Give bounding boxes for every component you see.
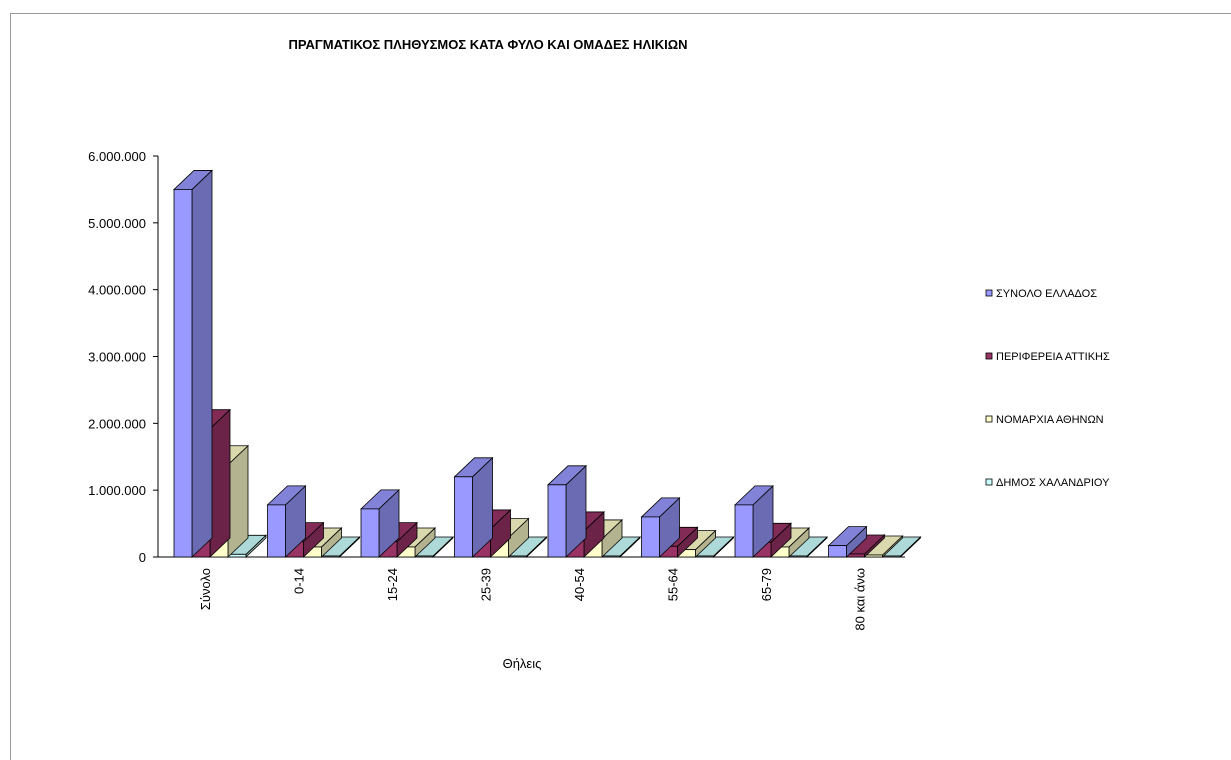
bar xyxy=(733,484,775,558)
bar-front xyxy=(414,555,434,558)
legend-entry: ΠΕΡΙΦΕΡΕΙΑ ΑΤΤΙΚΗΣ xyxy=(996,351,1110,363)
bar xyxy=(226,534,268,558)
bar-front xyxy=(173,189,193,558)
bar-front xyxy=(882,555,901,558)
y-tick-label: 3.000.000 xyxy=(88,350,146,365)
bar xyxy=(507,536,548,558)
x-tick-label: Σύνολο xyxy=(198,568,213,610)
chart-title: ΠΡΑΓΜΑΤΙΚΟΣ ΠΛΗΘΥΣΜΟΣ ΚΑΤΑ ΦΥΛΟ ΚΑΙ ΟΜΑΔ… xyxy=(288,37,687,52)
x-tick-label: 55-64 xyxy=(666,568,681,601)
bar xyxy=(640,496,681,558)
bar xyxy=(787,536,829,558)
bar-front xyxy=(321,555,340,558)
y-tick-label: 6.000.000 xyxy=(88,149,146,164)
y-tick-label: 4.000.000 xyxy=(88,283,146,298)
bar xyxy=(827,525,868,558)
bar xyxy=(172,169,214,558)
x-tick-label: 80 και άνω xyxy=(853,568,868,631)
bar-front xyxy=(454,476,473,558)
legend-entry: ΔΗΜΟΣ ΧΑΛΑΝΔΡΙΟΥ xyxy=(996,477,1110,489)
bar-front xyxy=(695,555,714,558)
bar-front xyxy=(641,516,660,558)
legend-entry: ΣΥΝΟΛΟ ΕΛΛΑΔΟΣ xyxy=(996,288,1097,300)
legend-swatch xyxy=(985,352,993,360)
bar-front xyxy=(788,555,808,558)
y-tick-label: 5.000.000 xyxy=(88,216,146,231)
bar xyxy=(453,456,494,558)
bar-front xyxy=(601,555,621,558)
bar-front xyxy=(267,504,286,558)
y-tick-label: 0 xyxy=(139,550,146,565)
bar xyxy=(266,484,307,558)
bar-side xyxy=(191,169,213,558)
legend-swatch xyxy=(985,415,993,423)
bar-side xyxy=(209,408,231,558)
bar xyxy=(600,536,642,558)
bar xyxy=(359,488,401,558)
bar-front xyxy=(864,554,883,558)
bar-front xyxy=(828,545,847,558)
bar-front xyxy=(734,504,754,558)
legend-swatch xyxy=(985,478,993,486)
x-tick-label: 0-14 xyxy=(292,568,307,594)
bar-front xyxy=(360,508,380,558)
x-tick-label: 15-24 xyxy=(385,568,400,601)
legend-swatch xyxy=(985,289,993,297)
x-tick-label: 40-54 xyxy=(572,568,587,601)
x-tick-label: 25-39 xyxy=(479,568,494,601)
bar xyxy=(546,464,588,558)
chart-frame xyxy=(10,13,1231,760)
legend-entry: ΝΟΜΑΡΧΙΑ ΑΘΗΝΩΝ xyxy=(996,414,1104,426)
bar-front xyxy=(547,484,567,558)
x-tick-label: 65-79 xyxy=(759,568,774,601)
x-axis-label: Θήλεις xyxy=(503,656,542,671)
y-tick-label: 1.000.000 xyxy=(88,483,146,498)
y-tick-label: 2.000.000 xyxy=(88,416,146,431)
bar-front xyxy=(508,555,527,558)
